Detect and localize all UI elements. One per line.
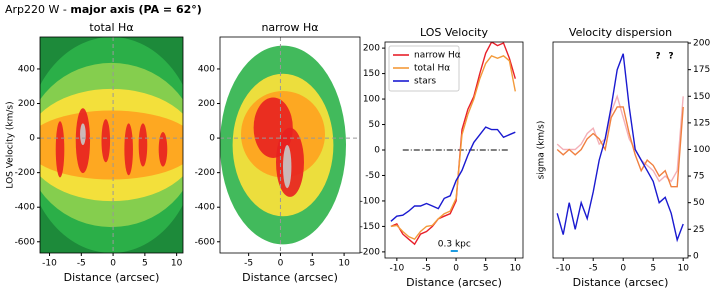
y-tick-label: 150 [693,92,710,102]
figure-title: Arp220 W - major axis (PA = 62°) [5,3,202,16]
annotation: ? [655,52,660,62]
x-tick-label: -5 [77,259,86,269]
panel-title: total Hα [89,21,133,34]
image-blob [55,121,65,178]
x-tick-label: 10 [171,259,183,269]
y-tick-label: 100 [363,95,380,105]
x-axis-label: Distance (arcsec) [573,276,669,289]
y-tick-label: 50 [369,120,381,130]
y-tick-label: 400 [198,64,215,74]
panel: -10 -5 0 5 10-200-150-100-50050100150200LOS … [360,26,524,289]
x-tick-label: -10 [389,264,404,274]
x-tick-label: 10 [677,264,689,274]
y-tick-label: 75 [693,172,704,182]
y-tick-label: -400 [15,203,36,213]
y-tick-label: 100 [693,145,710,155]
x-tick-label: 10 [338,259,350,269]
y-tick-label: -150 [360,222,381,232]
series-line [556,53,684,243]
y-tick-label: -600 [15,237,36,247]
y-tick-label: 200 [18,99,35,109]
image-blob [138,123,148,167]
y-tick-label: 175 [693,65,710,75]
annotation: 0.3 kpc [438,240,471,250]
plot-area [40,37,183,253]
series-line [390,54,516,241]
y-tick-label: -200 [360,247,381,257]
series-line [556,106,684,188]
x-tick-label: -5 [589,264,598,274]
panel: -10 -5 0 5 100255075100125150175200Velocity … [537,26,711,289]
panel: -10 -5 0 5 10 -600 -400 -200 0 200 400 total Hα Dist… [6,21,184,284]
x-tick-label: 0 [110,259,116,269]
legend-label: narrow Hα [414,51,461,61]
legend-box [388,45,460,92]
x-tick-label: 5 [142,259,148,269]
panel-title: LOS Velocity [420,26,489,39]
y-tick-label: -400 [195,203,216,213]
x-tick-label: -10 [556,264,571,274]
y-tick-label: 200 [363,44,380,54]
y-tick-label: 200 [198,99,215,109]
plot-area [390,42,516,246]
x-tick-label: 5 [650,264,656,274]
y-tick-label: 25 [693,225,704,235]
y-tick-label: -200 [195,168,216,178]
axes-frame [219,36,361,254]
y-tick-label: 200 [693,39,710,49]
x-axis-label: Distance (arcsec) [242,271,338,284]
x-tick-label: -10 [42,259,57,269]
y-axis-label: sigma (km/s) [537,121,547,180]
image-blob [283,145,292,189]
legend-label: total Hα [414,64,450,74]
image-blob [40,110,183,180]
x-axis-label: Distance (arcsec) [64,271,160,284]
x-tick-label: 5 [483,264,489,274]
panel-title: narrow Hα [261,21,318,34]
series-line [556,94,684,183]
title-prefix: Arp220 W - [5,3,70,16]
image-blob [101,119,111,163]
y-tick-label: 400 [18,64,35,74]
x-axis-label: Distance (arcsec) [406,276,502,289]
y-tick-label: -600 [195,237,216,247]
axes-frame [552,41,689,259]
image-blob [124,123,133,176]
annotation: ? [668,52,673,62]
x-tick-label: 10 [510,264,522,274]
x-tick-label: 5 [309,259,315,269]
y-tick-label: 0 [374,146,380,156]
y-tick-label: -100 [360,196,381,206]
x-tick-label: 0 [278,259,284,269]
x-tick-label: 0 [620,264,626,274]
series-line [390,42,516,246]
y-tick-label: -50 [365,171,380,181]
plot-area [556,53,684,243]
y-tick-label: 150 [363,69,380,79]
panel: -5 0 5 10 -600 -400 -200 0 200 400 narrow Hα Distan… [195,21,361,284]
image-blob [80,123,86,145]
series-line [390,126,516,222]
title-main: major axis (PA = 62°) [70,3,201,16]
y-tick-label: 0 [693,251,699,261]
legend: narrow Hα total Hα stars [388,45,461,92]
y-tick-label: -200 [15,168,36,178]
x-tick-label: 0 [453,264,459,274]
y-tick-label: 0 [209,134,215,144]
image-blob [158,132,168,167]
legend-label: stars [414,77,436,87]
x-tick-label: -5 [244,259,253,269]
x-tick-label: -5 [422,264,431,274]
axes-frame [39,36,184,254]
y-tick-label: 125 [693,118,710,128]
plot-area [220,37,360,253]
y-tick-label: 50 [693,198,705,208]
y-axis-label: LOS Velocity (km/s) [6,101,16,188]
panel-title: Velocity dispersion [569,26,672,39]
y-tick-label: 0 [29,134,35,144]
